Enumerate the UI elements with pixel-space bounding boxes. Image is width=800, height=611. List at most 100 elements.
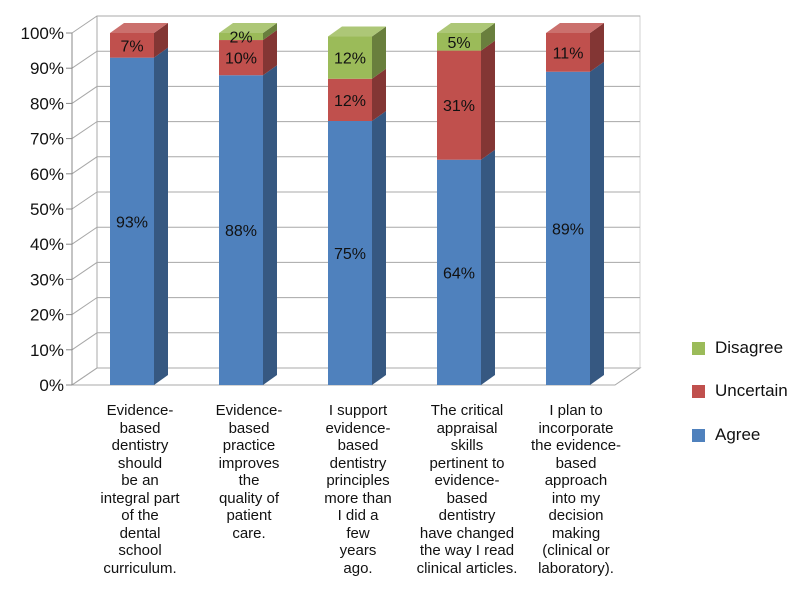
category-label-line: based — [119, 419, 161, 437]
category-label-line: the — [238, 472, 260, 489]
y-tick-label: 10% — [30, 341, 64, 360]
bar-agree-4 — [437, 159, 481, 385]
category-label-line: (clinical or — [542, 542, 610, 559]
category-label-line: The critical — [430, 402, 504, 419]
y-tick-label: 60% — [30, 165, 64, 184]
category-label-line: dentistry — [329, 454, 387, 472]
category-label-line: decision — [548, 507, 604, 524]
category-label-2: Evidence-based practice improves the quality… — [194, 402, 304, 542]
category-label-line: dentistry — [111, 437, 169, 454]
bar-top-5 — [546, 23, 604, 33]
category-label-line: years — [339, 542, 377, 559]
bar-side-disagree-4 — [481, 23, 495, 51]
data-label-agree-3: 75% — [334, 246, 366, 263]
category-label-line: integral part — [100, 489, 180, 507]
data-label-uncertain-1: 7% — [120, 38, 143, 55]
category-label-line: be an — [121, 472, 159, 489]
y-tick-label: 20% — [30, 306, 64, 325]
bar-disagree-3 — [328, 36, 372, 79]
category-label-line: have changed — [419, 524, 515, 542]
category-label-line: of the — [121, 507, 159, 524]
data-label-agree-2: 88% — [225, 223, 257, 240]
category-label-line: Evidence- — [106, 402, 174, 419]
category-label-4: The critical appraisal skills pertinent to e… — [412, 402, 522, 577]
category-label-5: I plan to incorporate the evidence-based ap… — [521, 402, 631, 577]
data-label-disagree-4: 5% — [447, 35, 470, 52]
bar-agree-2 — [219, 75, 263, 386]
category-label-line: evidence- — [434, 472, 500, 489]
bar-uncertain-5 — [546, 33, 590, 72]
data-label-uncertain-5: 11% — [553, 45, 584, 62]
legend-swatch-uncertain — [692, 384, 705, 398]
bar-side-agree-1 — [154, 47, 168, 385]
y-tick-label: 70% — [30, 130, 64, 149]
bar-side-uncertain-1 — [154, 23, 168, 58]
legend-label-agree: Agree — [715, 425, 761, 444]
category-label-line: dentistry — [438, 507, 496, 524]
category-label-line: patient — [226, 507, 272, 524]
bar-top-4 — [437, 23, 495, 33]
bar-side-uncertain-3 — [372, 68, 386, 121]
category-label-line: incorporate — [538, 419, 614, 437]
legend-item-uncertain: Uncertain — [692, 381, 788, 401]
bar-side-agree-2 — [263, 65, 277, 386]
category-label-line: based — [446, 489, 488, 507]
category-label-line: based — [337, 437, 379, 454]
category-label-line: dental — [119, 524, 161, 542]
category-label-line: the evidence- — [530, 437, 622, 454]
y-tick-label: 40% — [30, 235, 64, 254]
category-label-line: I did a — [337, 507, 379, 524]
data-label-disagree-3: 12% — [334, 51, 366, 68]
category-label-line: making — [551, 524, 601, 542]
bar-side-uncertain-2 — [263, 30, 277, 76]
bar-disagree-4 — [437, 33, 481, 51]
data-label-uncertain-4: 31% — [443, 98, 475, 115]
category-label-line: clinical articles. — [416, 559, 518, 577]
category-label-line: evidence- — [325, 419, 391, 437]
y-tick-label: 90% — [30, 59, 64, 78]
category-label-line: appraisal — [436, 419, 498, 437]
bars — [110, 23, 604, 386]
bar-side-disagree-3 — [372, 26, 386, 79]
y-tick-label: 80% — [30, 94, 64, 113]
legend-swatch-disagree — [692, 341, 705, 355]
bar-uncertain-4 — [437, 50, 481, 160]
data-label-uncertain-2: 10% — [225, 51, 257, 68]
category-label-line: skills — [450, 437, 484, 454]
data-labels: 93% 7% 88% 10% 2% 75% 12% 12% 64% 31% 5% 89% 11% — [116, 30, 584, 283]
category-label-line: improves — [218, 454, 280, 472]
bar-side-disagree-2 — [263, 23, 277, 41]
legend-item-agree: Agree — [692, 425, 760, 445]
y-tick-label: 100% — [21, 24, 64, 43]
legend-item-disagree: Disagree — [692, 338, 783, 358]
category-label-line: practice — [222, 437, 276, 454]
category-label-line: I support — [328, 402, 388, 419]
bar-top-2 — [219, 23, 277, 33]
category-label-line: curriculum. — [103, 559, 177, 577]
data-label-agree-5: 89% — [552, 221, 584, 238]
data-label-uncertain-3: 12% — [334, 93, 366, 110]
y-tick-label: 50% — [30, 200, 64, 219]
gridline — [71, 15, 640, 34]
bar-uncertain-2 — [219, 40, 263, 76]
bar-agree-3 — [328, 121, 372, 385]
category-label-line: based — [555, 454, 597, 472]
category-label-line: Evidence- — [215, 402, 283, 419]
category-label-line: based — [228, 419, 270, 437]
data-label-disagree-2: 2% — [229, 30, 252, 47]
y-tick-label: 30% — [30, 270, 64, 289]
category-label-line: more than — [324, 489, 392, 507]
legend-swatch-agree — [692, 428, 705, 442]
bar-uncertain-1 — [110, 33, 154, 58]
category-label-line: care. — [232, 524, 266, 542]
legend-label-disagree: Disagree — [715, 338, 784, 357]
bar-side-agree-4 — [481, 149, 495, 385]
bar-side-uncertain-5 — [590, 23, 604, 72]
category-label-line: school — [118, 542, 162, 559]
legend-label-uncertain: Uncertain — [715, 381, 788, 400]
bar-top-1 — [110, 23, 168, 33]
category-label-line: I plan to — [549, 402, 603, 419]
category-label-line: laboratory). — [538, 559, 614, 577]
category-label-line: pertinent to — [429, 454, 505, 472]
